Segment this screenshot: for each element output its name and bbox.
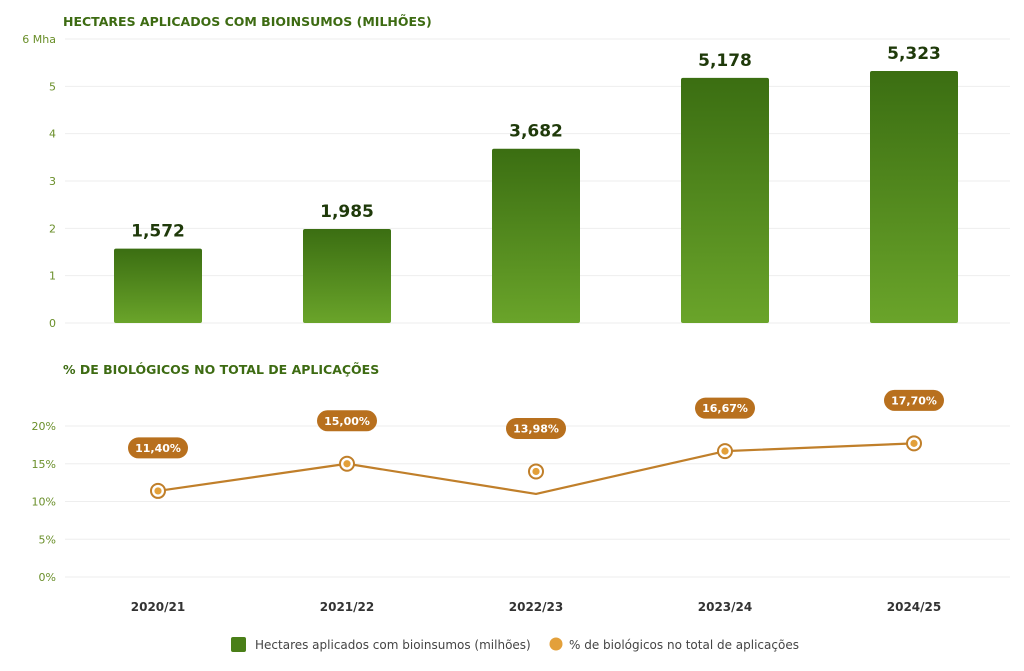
- percentage-series-line: [157, 442, 915, 496]
- percentage-label-pill: [506, 417, 566, 439]
- x-category-label: 2022/23: [509, 600, 563, 614]
- bar-y-tick-label: 2: [49, 222, 56, 235]
- line-chart-title: % DE BIOLÓGICOS NO TOTAL DE APLICAÇÕES: [63, 362, 379, 377]
- percentage-point-dot: [721, 447, 729, 455]
- percentage-point-dot: [910, 439, 918, 447]
- legend-label-percentage: % de biológicos no total de aplicações: [569, 638, 799, 652]
- x-category-label: 2021/22: [320, 600, 374, 614]
- x-category-label: 2020/21: [131, 600, 185, 614]
- percentage-point-dot: [532, 467, 540, 476]
- line-y-tick-label: 15%: [32, 458, 56, 471]
- percentage-point-dot: [154, 487, 162, 495]
- bar-chart-title: HECTARES APLICADOS COM BIOINSUMOS (MILHÕ…: [63, 14, 432, 29]
- bar-y-tick-label: 4: [49, 128, 56, 141]
- bar-y-tick-label: 5: [49, 80, 56, 93]
- percentage-label-pill: [695, 397, 755, 419]
- legend-swatch-hectares: [231, 637, 246, 652]
- bar-value-label: 3,682: [509, 122, 563, 142]
- bar-y-tick-label: 3: [49, 175, 56, 188]
- percentage-value-label: 13,98%: [513, 422, 559, 435]
- x-category-label: 2023/24: [698, 600, 752, 614]
- bar-2020/21: [114, 248, 202, 323]
- bar-y-tick-label: 6 Mha: [22, 33, 56, 46]
- line-y-tick-label: 10%: [32, 496, 56, 509]
- bar-y-tick-label: 1: [49, 270, 56, 283]
- bar-2022/23: [492, 148, 580, 323]
- bar-2024/25: [870, 71, 958, 323]
- percentage-value-label: 16,67%: [702, 402, 748, 415]
- bar-value-label: 5,323: [887, 44, 941, 64]
- percentage-point-dot: [343, 460, 351, 468]
- bar-2021/22: [303, 229, 391, 323]
- line-y-tick-label: 20%: [32, 420, 56, 433]
- percentage-value-label: 17,70%: [891, 394, 937, 407]
- percentage-label-pill: [884, 389, 944, 411]
- legend-label-hectares: Hectares aplicados com bioinsumos (milhõ…: [255, 638, 531, 652]
- percentage-label-pill: [317, 410, 377, 432]
- line-y-tick-label: 0%: [39, 571, 56, 584]
- legend-swatch-percentage: [549, 637, 563, 651]
- x-category-label: 2024/25: [887, 600, 941, 614]
- line-y-tick-label: 5%: [39, 533, 56, 546]
- bar-value-label: 1,572: [131, 222, 185, 242]
- percentage-value-label: 15,00%: [324, 415, 370, 428]
- bar-2023/24: [681, 77, 769, 324]
- percentage-label-pill: [128, 437, 188, 459]
- bar-value-label: 5,178: [698, 51, 752, 71]
- bar-y-tick-label: 0: [49, 317, 56, 330]
- percentage-value-label: 11,40%: [135, 442, 181, 455]
- bar-value-label: 1,985: [320, 202, 374, 222]
